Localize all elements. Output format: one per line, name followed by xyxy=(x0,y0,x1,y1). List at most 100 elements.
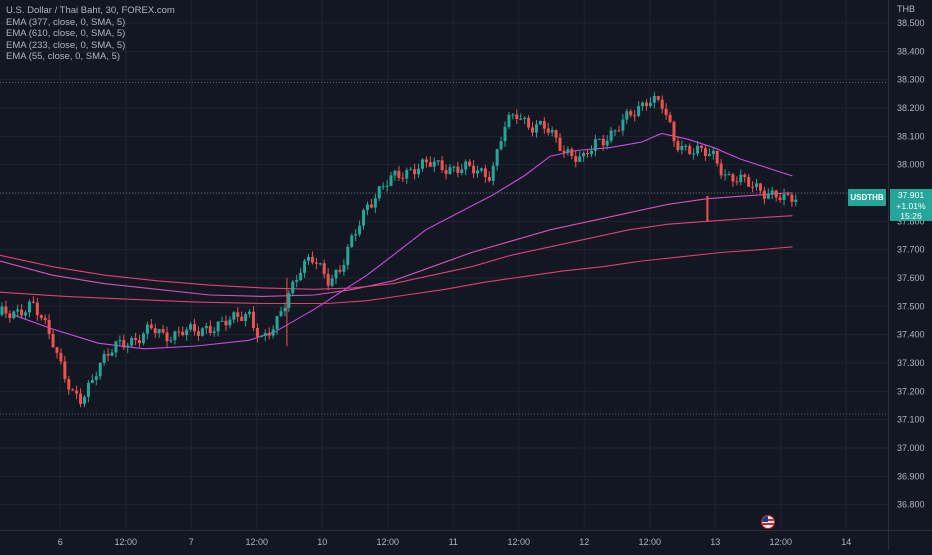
candle-body xyxy=(641,102,645,107)
candle-body xyxy=(405,170,409,179)
candle-body xyxy=(342,264,346,272)
candle-body xyxy=(4,306,8,314)
candle-body xyxy=(322,263,326,274)
candle-body xyxy=(574,156,578,162)
candle-body xyxy=(283,307,287,312)
x-tick-label: 12:00 xyxy=(769,537,792,547)
currency-label: THB xyxy=(897,4,915,14)
x-tick-label: 7 xyxy=(189,537,194,547)
candle-body xyxy=(79,393,83,404)
x-tick-label: 12:00 xyxy=(114,537,137,547)
candle-body xyxy=(613,130,617,132)
y-tick-label: 37.200 xyxy=(897,386,925,396)
indicator-label[interactable]: EMA (377, close, 0, SMA, 5) xyxy=(6,16,126,28)
candle-body xyxy=(153,328,157,334)
candle-body xyxy=(149,324,153,329)
candle-body xyxy=(75,390,79,394)
candle-body xyxy=(43,317,47,320)
candle-body xyxy=(134,337,138,341)
candle-body xyxy=(310,256,314,263)
candle-body xyxy=(550,130,554,133)
y-tick-label: 38.300 xyxy=(897,75,925,85)
candle-body xyxy=(688,145,692,155)
x-tick-label: 12:00 xyxy=(245,537,268,547)
candle-body xyxy=(538,121,542,125)
y-tick-label: 38.000 xyxy=(897,160,925,170)
x-tick-label: 14 xyxy=(841,537,851,547)
candle-body xyxy=(778,197,782,200)
candle-body xyxy=(318,263,322,265)
candle-body xyxy=(55,347,59,353)
candle-body xyxy=(751,186,755,188)
candle-body xyxy=(185,329,189,336)
candle-body xyxy=(381,186,385,188)
y-tick-label: 37.800 xyxy=(897,216,925,226)
x-tick-label: 12:00 xyxy=(638,537,661,547)
indicator-label[interactable]: EMA (610, close, 0, SMA, 5) xyxy=(6,28,126,39)
candle-body xyxy=(193,324,197,332)
candle-body xyxy=(173,331,177,341)
candle-body xyxy=(279,311,283,317)
y-tick-label: 37.000 xyxy=(897,443,925,453)
indicator-label[interactable]: EMA (233, close, 0, SMA, 5) xyxy=(6,39,126,51)
candle-body xyxy=(417,168,421,175)
candle-body xyxy=(248,311,252,315)
candle-body xyxy=(436,160,440,162)
candle-body xyxy=(59,352,63,362)
candle-body xyxy=(672,121,676,142)
candle-body xyxy=(267,333,271,336)
indicator-label[interactable]: EMA (55, close, 0, SMA, 5) xyxy=(6,51,121,62)
candle-body xyxy=(299,272,303,281)
candle-body xyxy=(295,280,299,282)
candle-body xyxy=(621,119,625,131)
candle-body xyxy=(586,152,590,155)
candle-body xyxy=(715,150,719,164)
candle-body xyxy=(338,269,342,272)
candle-body xyxy=(786,194,790,196)
candle-body xyxy=(597,138,601,140)
us-flag-event-icon[interactable] xyxy=(761,515,775,529)
candle-body xyxy=(735,181,739,183)
candle-body xyxy=(617,130,621,132)
grid-layer xyxy=(0,0,888,530)
candle-body xyxy=(703,148,707,156)
candle-body xyxy=(397,170,401,178)
candle-body xyxy=(98,362,102,377)
candle-body xyxy=(542,121,546,129)
candle-body xyxy=(212,331,216,333)
y-tick-label: 38.400 xyxy=(897,46,925,56)
symbol-title[interactable]: U.S. Dollar / Thai Baht, 30, FOREX.com xyxy=(6,5,175,16)
candle-body xyxy=(475,170,479,174)
candle-body xyxy=(204,326,208,329)
candle-body xyxy=(472,165,476,174)
candle-body xyxy=(739,174,743,183)
candle-body xyxy=(727,174,731,176)
y-tick-label: 37.700 xyxy=(897,245,925,255)
candle-body xyxy=(122,340,126,348)
candle-body xyxy=(307,256,311,261)
candle-body xyxy=(534,124,538,133)
candle-body xyxy=(464,161,468,170)
candle-body xyxy=(110,352,114,356)
y-tick-label: 37.300 xyxy=(897,358,925,368)
candle-body xyxy=(220,320,224,322)
candle-body xyxy=(483,168,487,177)
candle-body xyxy=(696,145,700,154)
candle-body xyxy=(428,162,432,167)
candle-body xyxy=(228,319,232,326)
ema-line xyxy=(12,132,793,350)
candle-body xyxy=(12,311,16,319)
candle-body xyxy=(499,141,503,150)
candle-body xyxy=(644,102,648,107)
candle-body xyxy=(432,161,436,167)
candle-body xyxy=(401,177,405,179)
y-tick-label: 36.800 xyxy=(897,500,925,510)
x-tick-label: 12 xyxy=(579,537,589,547)
candle-body xyxy=(487,176,491,181)
candle-body xyxy=(637,106,641,116)
candle-body xyxy=(790,194,794,202)
candle-body xyxy=(224,320,228,326)
